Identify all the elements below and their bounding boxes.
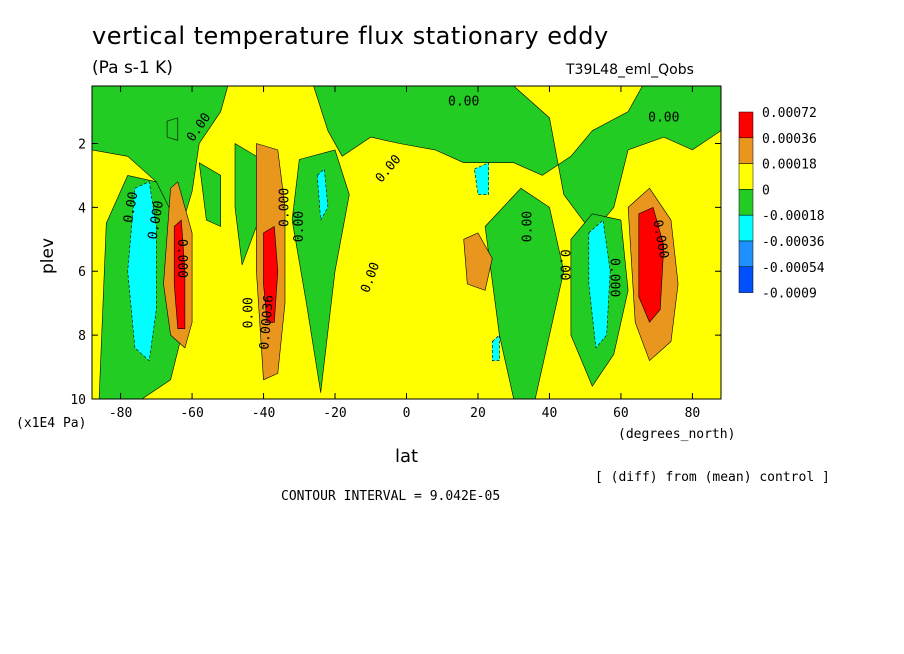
x-tick-label-5: 20 — [470, 406, 486, 421]
contour-region-16 — [463, 232, 493, 291]
x-axis-label: lat — [395, 446, 419, 467]
contour-region-4 — [291, 149, 350, 393]
x-axis-units: (degrees_north) — [618, 427, 736, 442]
contour-interval: CONTOUR INTERVAL = 9.042E-05 — [281, 489, 501, 504]
x-tick-label-0: -80 — [109, 406, 132, 421]
diff-note: [ (diff) from (mean) control ] — [595, 470, 830, 485]
legend-swatch-6 — [738, 266, 754, 293]
contour-label-4: 0.00 — [521, 211, 536, 242]
y-axis-units: (x1E4 Pa) — [16, 416, 87, 431]
y-tick-label-3: 8 — [78, 329, 86, 344]
contour-region-13 — [491, 334, 500, 362]
chart-title: vertical temperature flux stationary edd… — [92, 22, 609, 50]
contour-label-2: 0.00 — [648, 110, 679, 125]
x-tick-label-4: 0 — [403, 406, 411, 421]
y-tick-label-1: 4 — [78, 201, 86, 216]
contour-region-10 — [316, 168, 329, 221]
contour-region-20 — [638, 207, 665, 323]
contour-label-15: 0.000 — [649, 219, 671, 260]
legend-swatch-4 — [738, 214, 754, 242]
contour-region-9 — [127, 181, 157, 362]
y-tick-label-0: 2 — [78, 137, 86, 152]
legend-swatch-1 — [738, 137, 754, 164]
legend-label-4: -0.00018 — [762, 209, 825, 224]
contour-region-8 — [166, 117, 179, 141]
x-tick-label-3: -20 — [323, 406, 346, 421]
y-tick-label-2: 6 — [78, 265, 86, 280]
contour-label-6: 0.00 — [242, 297, 257, 328]
legend-label-2: 0.00018 — [762, 158, 817, 173]
contour-label-1: 0.00 — [448, 94, 479, 109]
legend-label-7: -0.0009 — [762, 287, 817, 302]
contour-label-10: 0.000 — [174, 239, 189, 278]
contour-region-7 — [198, 162, 221, 227]
legend-swatch-0 — [738, 111, 754, 139]
contour-label-14: 0.00036 — [257, 294, 277, 350]
legend-label-0: 0.00072 — [762, 106, 817, 121]
x-tick-label-1: -60 — [180, 406, 203, 421]
contour-region-12 — [588, 219, 611, 349]
legend-label-1: 0.00036 — [762, 132, 817, 147]
x-tick-label-2: -40 — [252, 406, 275, 421]
x-tick-label-6: 40 — [542, 406, 558, 421]
contour-label-12: 0.000 — [606, 258, 621, 297]
contour-label-9: 0.000 — [146, 200, 168, 241]
chart-units: (Pa s-1 K) — [92, 58, 173, 78]
legend-swatch-3 — [738, 189, 754, 216]
contour-label-8: 0.00 — [556, 249, 571, 280]
legend-label-5: -0.00036 — [762, 235, 825, 250]
y-tick-label-4: 10 — [70, 393, 86, 408]
contour-label-11: 0.000 — [277, 188, 292, 227]
contour-region-18 — [173, 219, 186, 330]
contour-region-19 — [263, 226, 279, 323]
contour-region-5 — [484, 187, 565, 399]
legend-label-6: -0.00054 — [762, 261, 825, 276]
contour-region-11 — [474, 162, 490, 195]
contour-label-13: 0.00 — [292, 211, 307, 242]
experiment-label: T39L48_eml_Qobs — [566, 62, 694, 78]
x-tick-label-7: 60 — [613, 406, 629, 421]
legend-swatch-5 — [738, 240, 754, 268]
legend-swatch-2 — [738, 163, 754, 190]
contour-label-7: 0.00 — [121, 191, 141, 224]
legend-label-3: 0 — [762, 183, 770, 198]
x-tick-label-8: 80 — [685, 406, 701, 421]
